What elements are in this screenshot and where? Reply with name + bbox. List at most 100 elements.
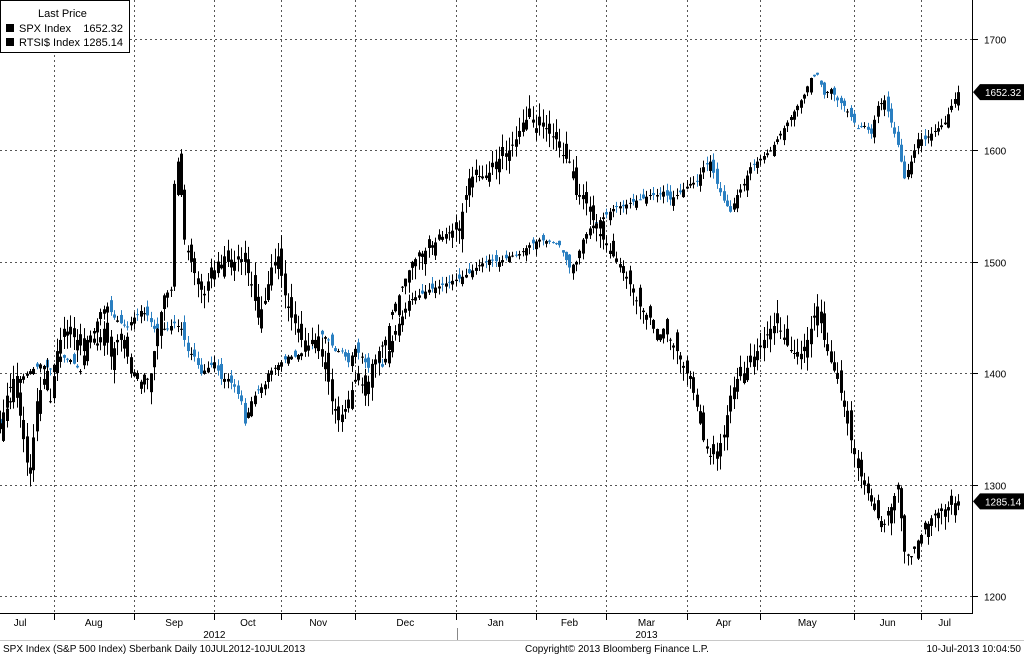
- candle-body: [779, 330, 782, 332]
- candle-body: [233, 384, 236, 387]
- candle-body: [458, 274, 461, 279]
- candle-body: [133, 372, 136, 377]
- candle-body: [16, 376, 19, 398]
- candle-body: [696, 394, 699, 407]
- candle-body: [46, 370, 49, 391]
- candle-body: [830, 351, 833, 363]
- candle-body: [66, 331, 69, 336]
- candle-body: [910, 556, 913, 558]
- candle-body: [197, 358, 200, 366]
- candle-body: [800, 353, 803, 360]
- candle-body: [257, 296, 260, 318]
- candle-body: [481, 263, 484, 267]
- candle-body: [511, 255, 514, 257]
- candle-body: [605, 243, 608, 246]
- candle-body: [763, 156, 766, 160]
- candle-body: [867, 483, 870, 494]
- candle-body: [840, 97, 843, 104]
- candle-body: [562, 155, 565, 157]
- candle-body: [334, 408, 337, 411]
- candle-body: [893, 495, 896, 511]
- candle-body: [562, 250, 565, 253]
- candle-body: [247, 259, 250, 274]
- candle-body: [706, 446, 709, 449]
- x-tick-label-month: Aug: [85, 618, 103, 629]
- candle-body: [920, 534, 923, 544]
- candle-body: [217, 365, 220, 371]
- candle-body: [26, 373, 29, 376]
- y-tick-label: 1600: [984, 147, 1007, 158]
- candle-body: [927, 523, 930, 537]
- candle-body: [873, 503, 876, 510]
- candle-body: [552, 242, 555, 244]
- candle-body: [26, 436, 29, 463]
- candle-body: [692, 377, 695, 393]
- candle-body: [776, 313, 779, 324]
- candle-body: [498, 158, 501, 173]
- candle-body: [843, 100, 846, 106]
- candle-body: [123, 324, 126, 326]
- candle-body: [361, 384, 364, 386]
- candle-body: [327, 352, 330, 382]
- candle-body: [99, 312, 102, 319]
- candle-body: [910, 161, 913, 175]
- candle-body: [136, 372, 139, 379]
- candle-body: [284, 356, 287, 360]
- candle-body: [49, 368, 52, 370]
- candle-body: [428, 239, 431, 248]
- candle-body: [471, 270, 474, 278]
- candle-body: [850, 107, 853, 118]
- candle-body: [538, 239, 541, 242]
- candle-body: [153, 325, 156, 329]
- candle-body: [790, 117, 793, 121]
- candle-body: [381, 364, 384, 367]
- candle-body: [116, 320, 119, 322]
- candle-body: [123, 339, 126, 349]
- candle-body: [478, 176, 481, 178]
- legend-rtsi-value: 1285.14: [83, 37, 123, 49]
- candle-body: [280, 248, 283, 276]
- candle-body: [917, 139, 920, 149]
- x-tick-label-year: 2012: [203, 630, 226, 641]
- candle-body: [367, 381, 370, 395]
- candle-body: [733, 203, 736, 210]
- candle-body: [645, 314, 648, 320]
- candle-body: [729, 206, 732, 212]
- candle-body: [602, 221, 605, 240]
- candle-body: [481, 176, 484, 179]
- candle-body: [250, 401, 253, 417]
- candle-body: [813, 74, 816, 77]
- candle-body: [883, 523, 886, 525]
- candle-body: [207, 281, 210, 291]
- candle-body: [508, 150, 511, 161]
- candle-body: [870, 128, 873, 134]
- candle-body: [930, 133, 933, 141]
- y-tick-label: 1500: [984, 259, 1007, 270]
- candle-body: [143, 313, 146, 315]
- candle-body: [183, 322, 186, 340]
- candle-body: [759, 345, 762, 348]
- candle-body: [408, 300, 411, 311]
- candle-body: [36, 363, 39, 367]
- candle-body: [666, 190, 669, 196]
- candle-body: [388, 326, 391, 350]
- candle-body: [515, 254, 518, 256]
- candle-body: [110, 336, 113, 357]
- candle-body: [324, 337, 327, 339]
- candle-body: [220, 363, 223, 379]
- candle-body: [501, 146, 504, 157]
- candle-body: [957, 501, 960, 506]
- candle-body: [43, 378, 46, 385]
- candle-body: [173, 183, 176, 287]
- candle-body: [404, 278, 407, 287]
- candle-body: [183, 189, 186, 240]
- candle-body: [558, 141, 561, 148]
- candle-body: [729, 395, 732, 412]
- candle-body: [341, 350, 344, 352]
- candle-body: [857, 458, 860, 469]
- candle-body: [679, 190, 682, 193]
- badge-spx-text: 1652.32: [985, 88, 1022, 99]
- candle-body: [857, 128, 860, 130]
- candle-body: [29, 467, 32, 474]
- candle-body: [203, 370, 206, 374]
